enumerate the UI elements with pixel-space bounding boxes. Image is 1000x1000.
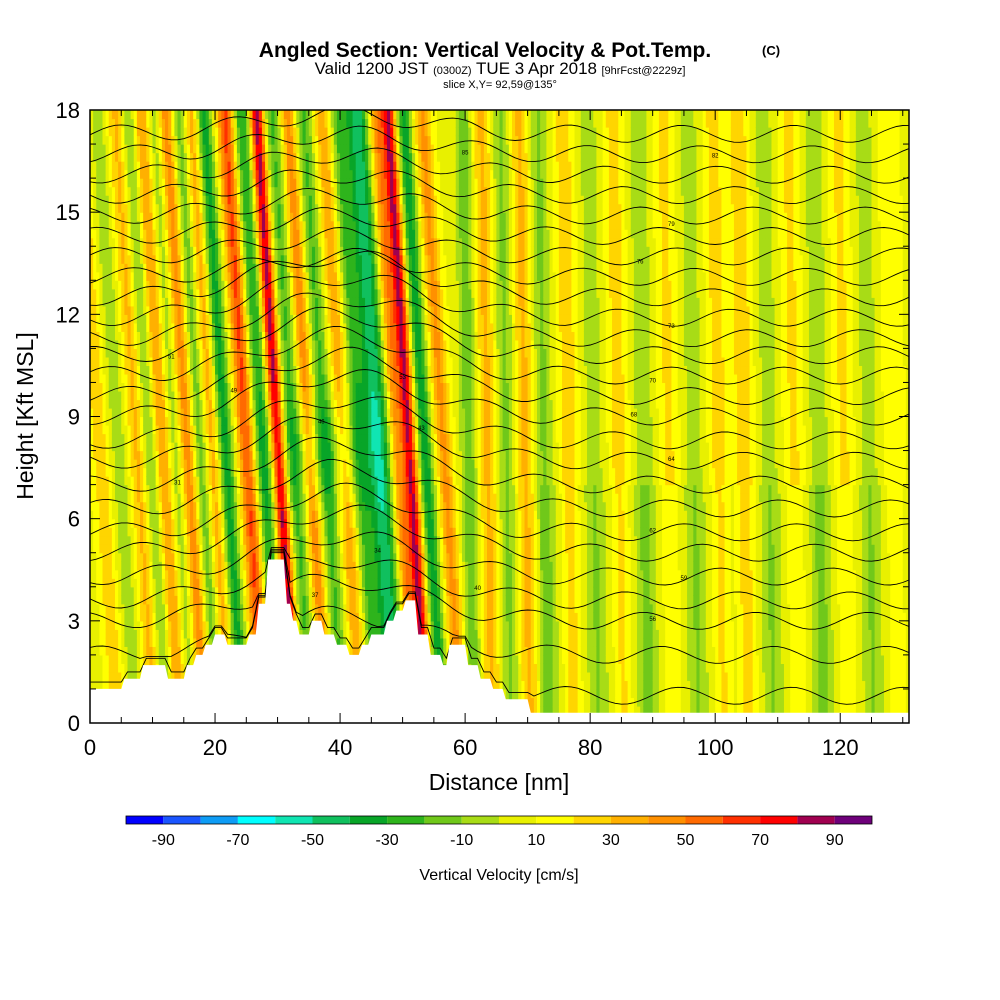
subtitle-utc-time: (0300Z) [433,65,472,77]
subtitle-valid-time: Valid 1200 JST [315,59,429,78]
slice-info: slice X,Y= 92,59@135° [443,79,557,91]
subtitle-date: TUE 3 Apr 2018 [476,59,597,78]
title-units: (C) [762,43,780,58]
cross-section-chart: Angled Section: Vertical Velocity & Pot.… [0,0,1000,1000]
subtitle-forecast: [9hrFcst@2229z] [601,65,685,77]
